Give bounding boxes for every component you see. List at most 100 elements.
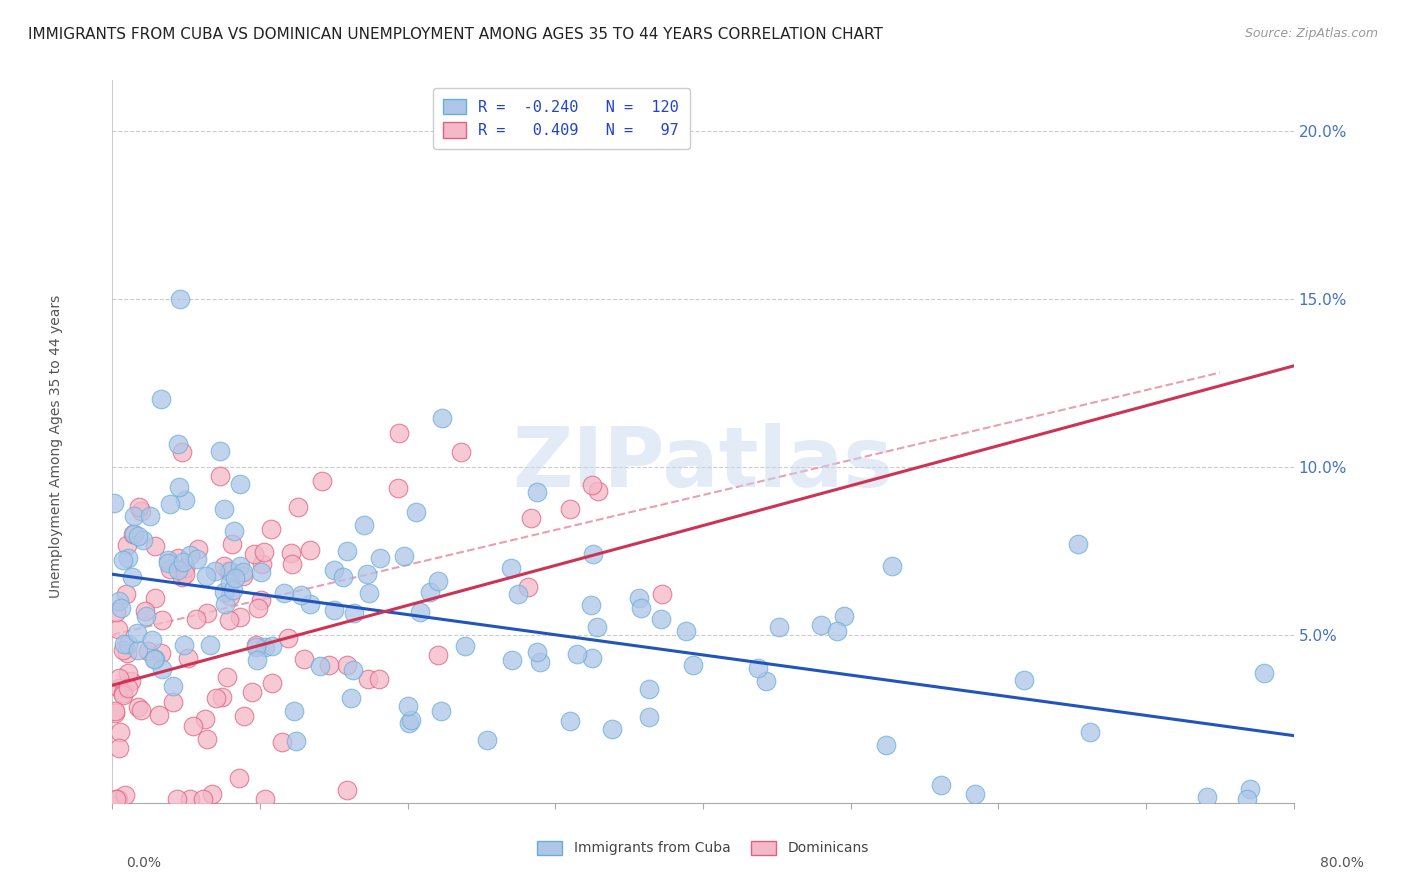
Point [340,690,363,705]
Point [135,609,157,624]
Point [285,734,308,748]
Point [173,567,195,582]
Point [127,700,149,714]
Point [166,436,188,450]
Point [121,569,143,583]
Point [252,558,274,572]
Point [156,553,179,567]
Point [581,651,603,665]
Point [176,651,198,665]
Point [392,549,415,563]
Point [245,640,267,654]
Text: 0.0%: 0.0% [127,856,162,871]
Point [166,792,188,806]
Point [526,485,548,500]
Point [271,735,294,749]
Point [427,648,450,663]
Point [124,527,146,541]
Point [311,474,333,488]
Point [222,524,245,538]
Point [260,675,283,690]
Point [156,556,179,570]
Point [129,504,152,518]
Point [343,606,366,620]
Point [637,710,659,724]
Point [1239,782,1261,797]
Point [747,661,769,675]
Point [558,714,581,729]
Point [586,483,609,498]
Point [170,445,193,459]
Point [880,559,903,574]
Point [281,557,304,571]
Point [128,500,150,515]
Point [150,392,173,406]
Point [283,704,305,718]
Point [162,695,184,709]
Point [221,537,243,551]
Point [332,570,354,584]
Point [1012,673,1035,687]
Point [336,543,359,558]
Point [630,601,652,615]
Point [388,425,411,440]
Point [336,658,359,673]
Point [287,500,309,515]
Point [159,497,181,511]
Point [167,563,190,577]
Point [228,772,250,786]
Point [170,570,193,584]
Point [430,411,453,425]
Point [755,673,778,688]
Text: ZIPatlas: ZIPatlas [513,423,893,504]
Point [141,633,163,648]
Point [651,587,673,601]
Point [120,673,142,688]
Point [114,788,136,802]
Point [217,669,239,683]
Point [638,682,661,697]
Point [273,586,295,600]
Point [290,588,312,602]
Point [195,731,218,746]
Point [1197,790,1219,805]
Point [112,688,135,702]
Point [299,542,322,557]
Point [357,672,380,686]
Point [356,566,378,581]
Point [110,601,132,615]
Point [558,501,581,516]
Point [565,647,588,661]
Point [108,740,131,755]
Point [217,565,239,579]
Point [246,600,269,615]
Point [107,681,129,695]
Point [832,609,855,624]
Point [318,657,340,672]
Point [675,624,697,638]
Point [143,539,166,553]
Point [219,576,242,591]
Legend: Immigrants from Cuba, Dominicans: Immigrants from Cuba, Dominicans [531,835,875,861]
Point [134,604,156,618]
Point [222,582,245,597]
Point [229,477,252,491]
Point [186,552,208,566]
Point [929,778,952,792]
Point [262,640,284,654]
Point [115,537,138,551]
Point [240,685,263,699]
Point [127,626,149,640]
Point [143,591,166,605]
Point [191,792,214,806]
Point [104,704,127,718]
Point [233,709,256,723]
Point [179,548,201,562]
Point [260,522,283,536]
Point [232,569,254,583]
Point [229,559,252,574]
Point [173,492,195,507]
Point [475,733,498,747]
Point [169,292,191,306]
Point [121,526,143,541]
